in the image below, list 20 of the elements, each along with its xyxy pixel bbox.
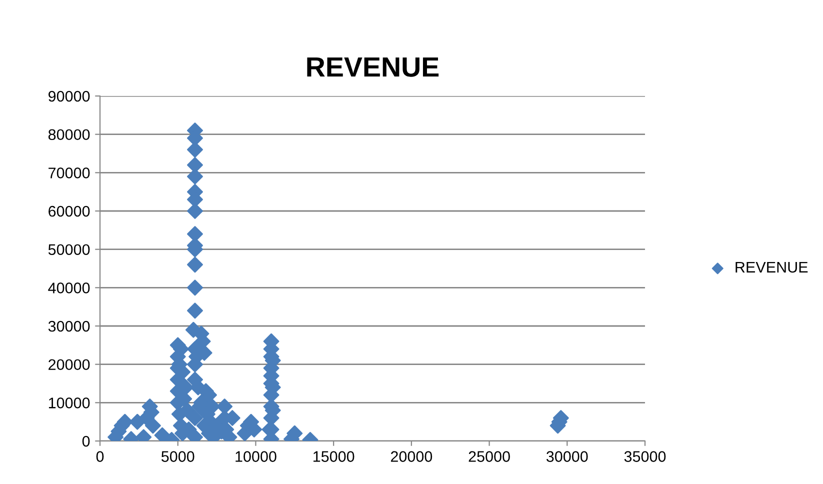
x-tick-label: 10000 xyxy=(236,451,276,462)
y-tick-label: 70000 xyxy=(48,168,90,178)
y-tick-label: 50000 xyxy=(48,244,90,256)
x-tick-label: 5000 xyxy=(161,451,194,462)
y-tick-label: 30000 xyxy=(48,320,90,332)
y-tick-label: 10000 xyxy=(48,398,90,408)
chart-title: REVENUE xyxy=(307,57,439,77)
x-tick-label: 0 xyxy=(96,451,104,462)
legend-label: REVENUE xyxy=(736,262,808,273)
x-tick-label: 15000 xyxy=(313,451,354,462)
y-tick-label: 20000 xyxy=(48,359,90,370)
y-tick-label: 90000 xyxy=(48,90,90,102)
x-tick-label: 20000 xyxy=(390,451,432,462)
x-tick-label: 35000 xyxy=(624,451,666,462)
y-tick-label: 40000 xyxy=(48,282,90,294)
y-tick-label: 0 xyxy=(82,436,90,447)
x-tick-label: 30000 xyxy=(546,451,588,462)
y-tick-label: 60000 xyxy=(48,206,90,217)
y-tick-label: 80000 xyxy=(48,129,90,140)
x-tick-label: 25000 xyxy=(468,451,510,462)
